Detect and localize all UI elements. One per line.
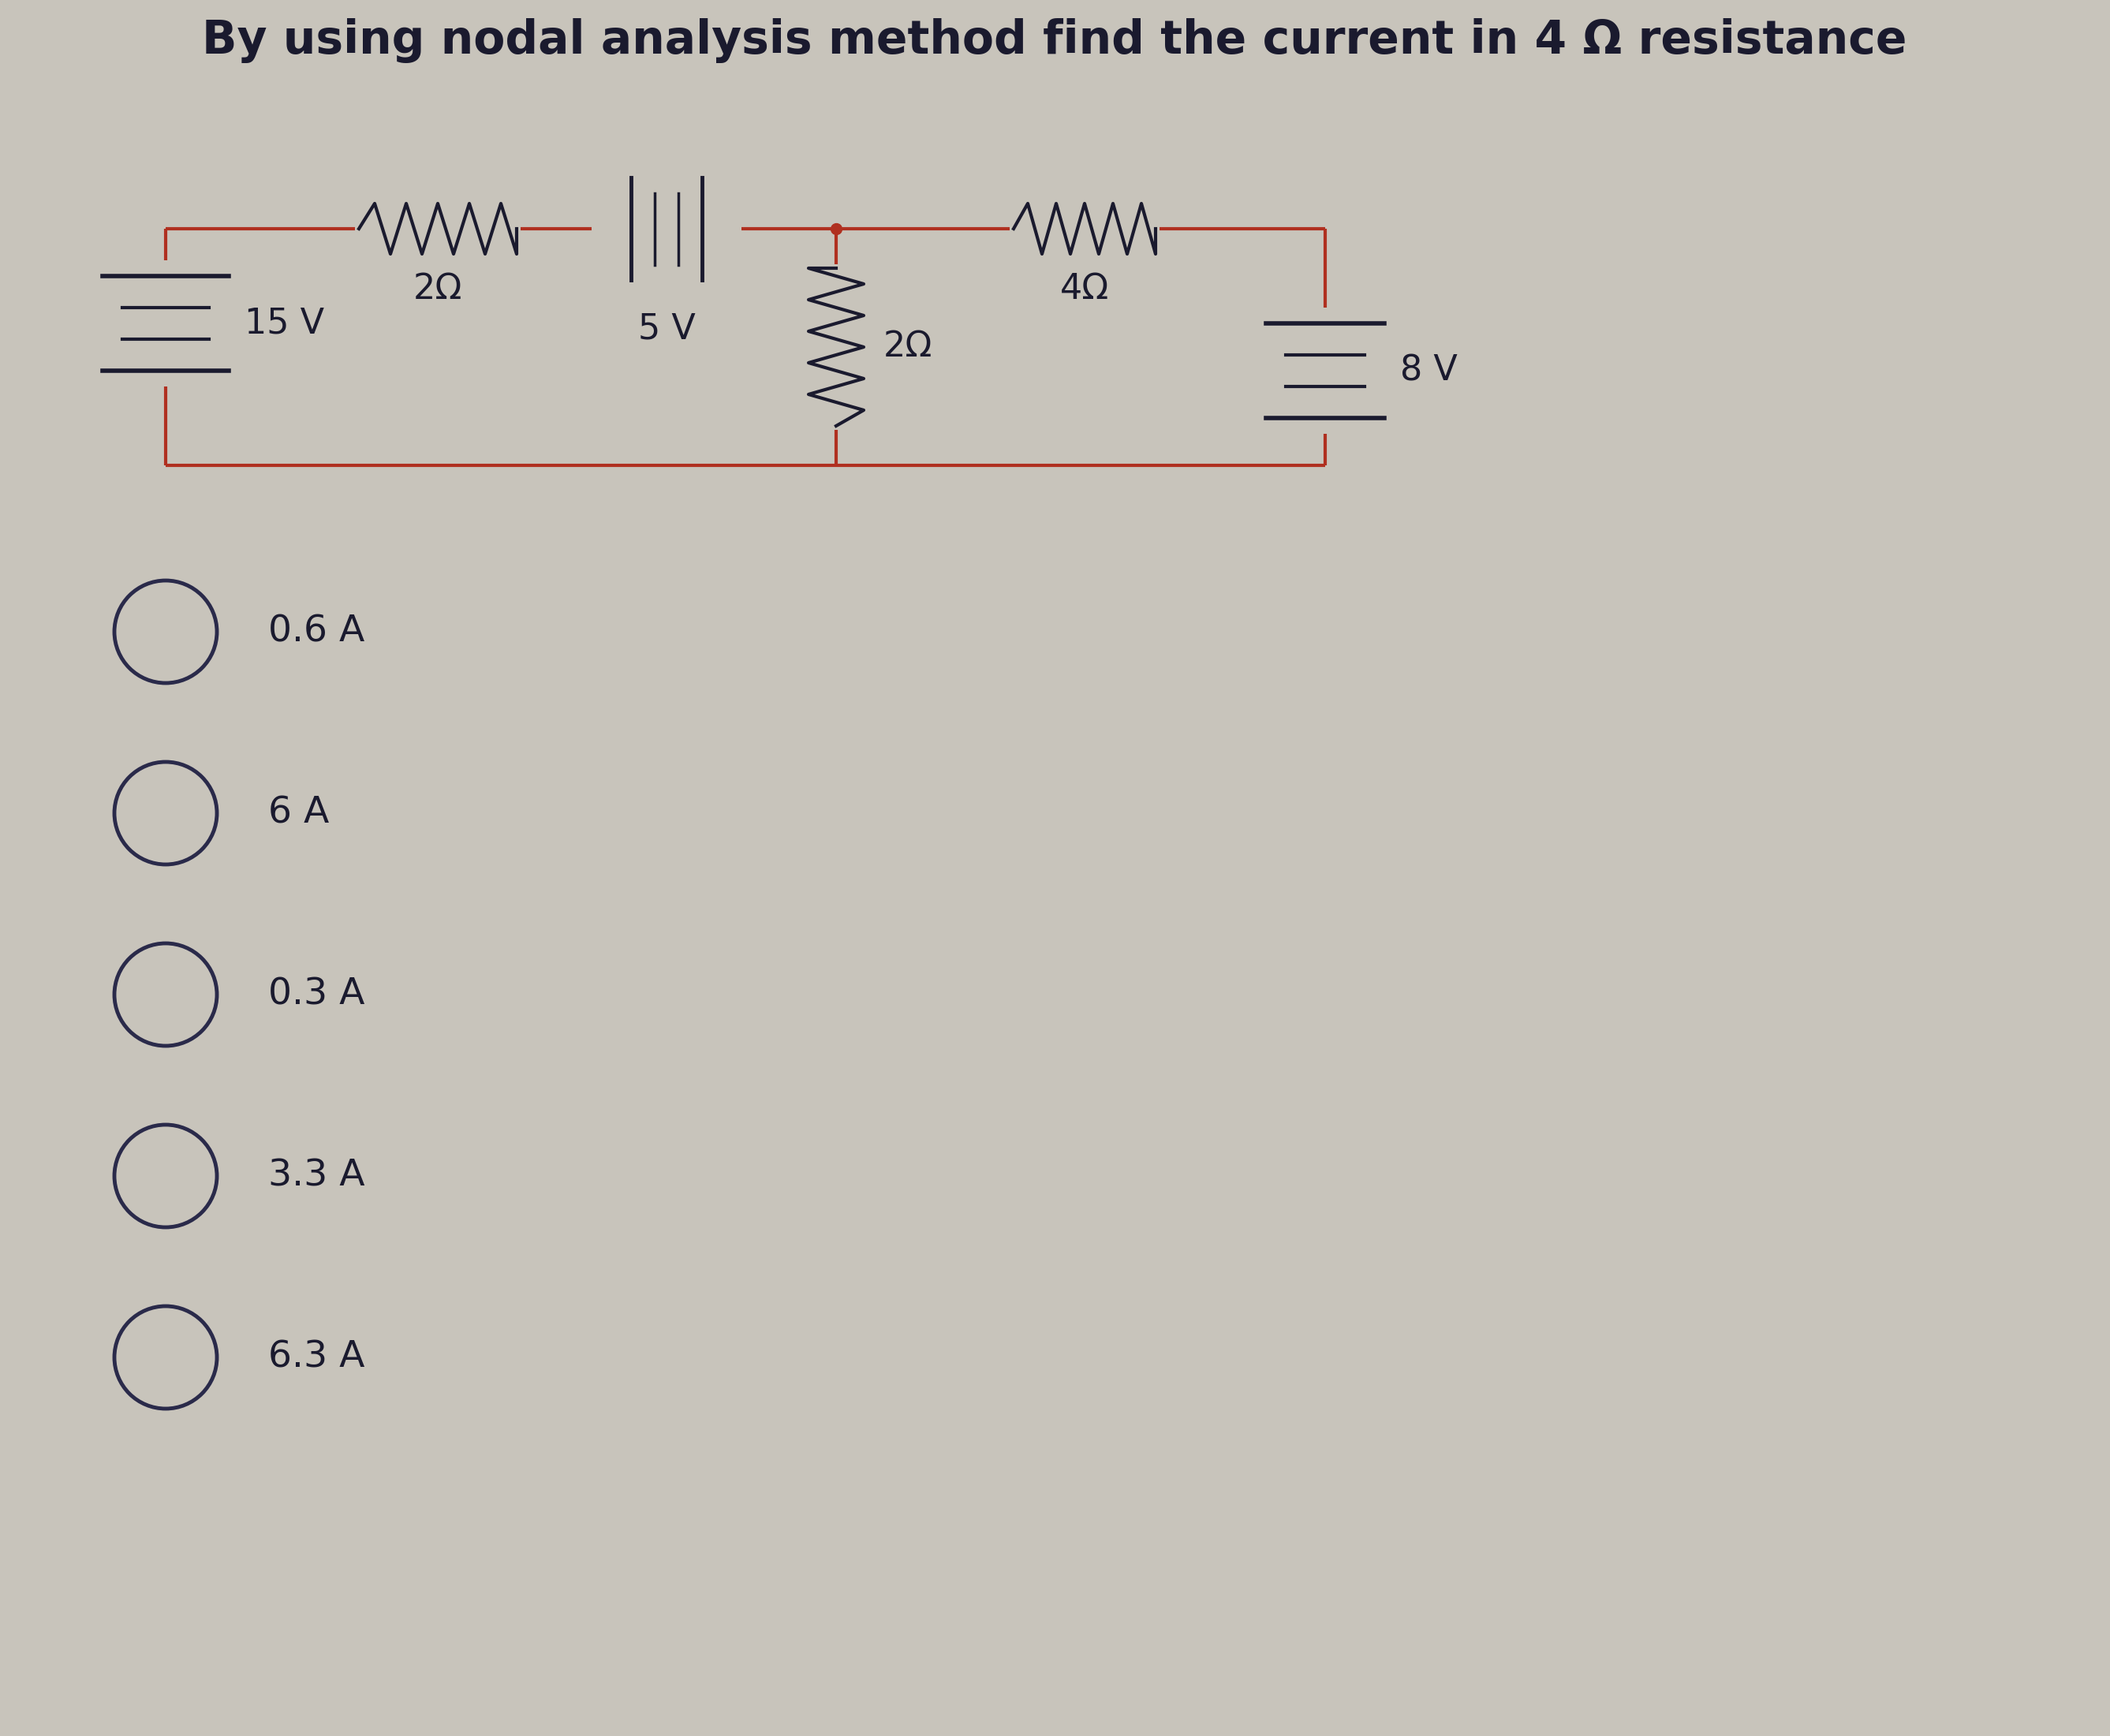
Text: 8 V: 8 V	[1401, 354, 1458, 387]
Text: 5 V: 5 V	[637, 311, 696, 345]
Text: 6 A: 6 A	[268, 795, 329, 832]
Text: 0.3 A: 0.3 A	[268, 977, 365, 1012]
Text: 6.3 A: 6.3 A	[268, 1340, 365, 1375]
Text: 3.3 A: 3.3 A	[268, 1158, 365, 1194]
Text: 4Ω: 4Ω	[1059, 273, 1110, 306]
Text: 15 V: 15 V	[245, 307, 325, 340]
Text: By using nodal analysis method find the current in 4 Ω resistance: By using nodal analysis method find the …	[203, 17, 1907, 62]
Text: 2Ω: 2Ω	[884, 330, 933, 365]
Text: 0.6 A: 0.6 A	[268, 615, 365, 649]
Text: 2Ω: 2Ω	[414, 273, 462, 306]
